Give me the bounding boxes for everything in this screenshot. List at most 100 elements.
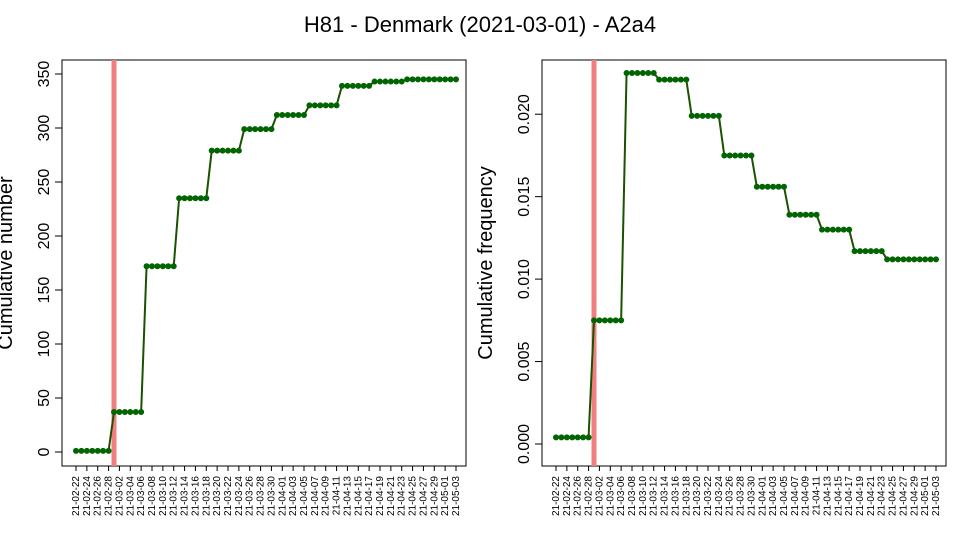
series-line <box>76 78 456 452</box>
x-tick-label: 21-02-24 <box>82 476 93 516</box>
data-point <box>425 76 432 83</box>
x-tick-label: 21-03-30 <box>266 476 277 516</box>
data-point <box>933 256 939 263</box>
data-point <box>873 248 880 255</box>
data-point <box>377 78 383 85</box>
data-point <box>246 126 253 133</box>
data-point <box>667 76 673 83</box>
x-tick-label: 21-04-07 <box>310 476 321 516</box>
x-tick-label: 21-04-15 <box>353 476 364 516</box>
x-tick-label: 21-04-03 <box>768 476 779 516</box>
data-point <box>601 317 608 324</box>
data-point <box>656 76 663 83</box>
y-tick-label: 150 <box>36 277 53 304</box>
x-tick-label: 21-03-14 <box>180 476 191 516</box>
data-point <box>344 82 351 89</box>
x-tick-label: 21-03-18 <box>201 476 212 516</box>
x-tick-label: 21-04-01 <box>277 476 288 516</box>
data-point <box>263 126 269 133</box>
data-point <box>911 256 918 263</box>
data-point <box>802 211 809 218</box>
data-point <box>596 317 603 324</box>
data-point <box>431 76 438 83</box>
data-point <box>197 195 204 202</box>
data-point <box>235 147 242 154</box>
data-point <box>100 447 107 454</box>
data-point <box>753 183 760 190</box>
x-tick-label: 21-03-16 <box>190 476 201 516</box>
x-tick-label: 21-03-24 <box>714 476 725 516</box>
data-point <box>900 256 907 263</box>
plot-frame <box>541 59 947 467</box>
x-tick-label: 21-04-25 <box>888 476 899 516</box>
data-point <box>203 195 210 202</box>
data-point <box>922 256 929 263</box>
data-point <box>159 263 166 270</box>
x-tick-label: 21-05-01 <box>440 476 451 516</box>
y-axis-title: Cumulative frequency <box>475 166 497 359</box>
data-point <box>569 434 576 441</box>
x-tick-label: 21-03-06 <box>616 476 627 516</box>
data-point <box>339 82 345 89</box>
data-point <box>759 183 766 190</box>
x-tick-label: 21-04-09 <box>801 476 812 516</box>
x-tick-label: 21-04-17 <box>844 476 855 516</box>
x-tick-label: 21-03-18 <box>681 476 692 516</box>
data-point <box>252 126 259 133</box>
x-tick-label: 21-04-27 <box>898 476 909 516</box>
data-point <box>775 183 782 190</box>
x-tick-label: 21-05-03 <box>451 476 462 516</box>
data-point <box>111 409 117 416</box>
data-point <box>829 226 836 233</box>
data-point <box>230 147 237 154</box>
data-point <box>355 82 362 89</box>
data-point <box>138 409 145 416</box>
y-axis-title: Cumulative number <box>0 176 17 350</box>
data-point <box>322 102 329 109</box>
x-tick-label: 21-02-26 <box>573 476 584 516</box>
data-point <box>721 152 728 159</box>
data-point <box>382 78 389 85</box>
x-tick-label: 21-02-22 <box>551 476 562 516</box>
data-point <box>349 82 356 89</box>
data-point <box>328 102 335 109</box>
data-point <box>797 211 804 218</box>
data-point <box>290 112 297 119</box>
data-point <box>580 434 587 441</box>
x-tick-label: 21-04-11 <box>332 476 343 516</box>
data-point <box>311 102 318 109</box>
data-point <box>851 248 858 255</box>
x-tick-label: 21-03-02 <box>594 476 605 516</box>
x-tick-label: 21-04-13 <box>822 476 833 516</box>
data-point <box>639 70 646 76</box>
data-point <box>612 317 619 324</box>
data-point <box>867 248 874 255</box>
x-tick-label: 21-03-14 <box>660 476 671 516</box>
data-point <box>748 152 755 159</box>
data-point <box>574 434 581 441</box>
data-point <box>257 126 264 133</box>
data-point <box>436 76 443 83</box>
data-point <box>764 183 771 190</box>
data-point <box>192 195 199 202</box>
data-point <box>317 102 324 109</box>
data-point <box>398 78 405 85</box>
data-point <box>710 112 717 119</box>
x-tick-label: 21-02-26 <box>93 476 104 516</box>
data-point <box>683 76 690 83</box>
y-tick-label: 200 <box>36 223 53 250</box>
data-point <box>786 211 793 218</box>
data-point <box>563 434 570 441</box>
data-point <box>78 447 85 454</box>
data-point <box>623 70 630 76</box>
data-point <box>808 211 815 218</box>
data-point <box>284 112 291 119</box>
data-point <box>94 447 101 454</box>
data-point <box>645 70 652 76</box>
x-tick-label: 21-03-20 <box>692 476 703 516</box>
data-point <box>672 76 679 83</box>
y-tick-label: 0.010 <box>516 259 533 299</box>
y-tick-label: 0 <box>36 447 53 456</box>
data-point <box>73 447 79 454</box>
